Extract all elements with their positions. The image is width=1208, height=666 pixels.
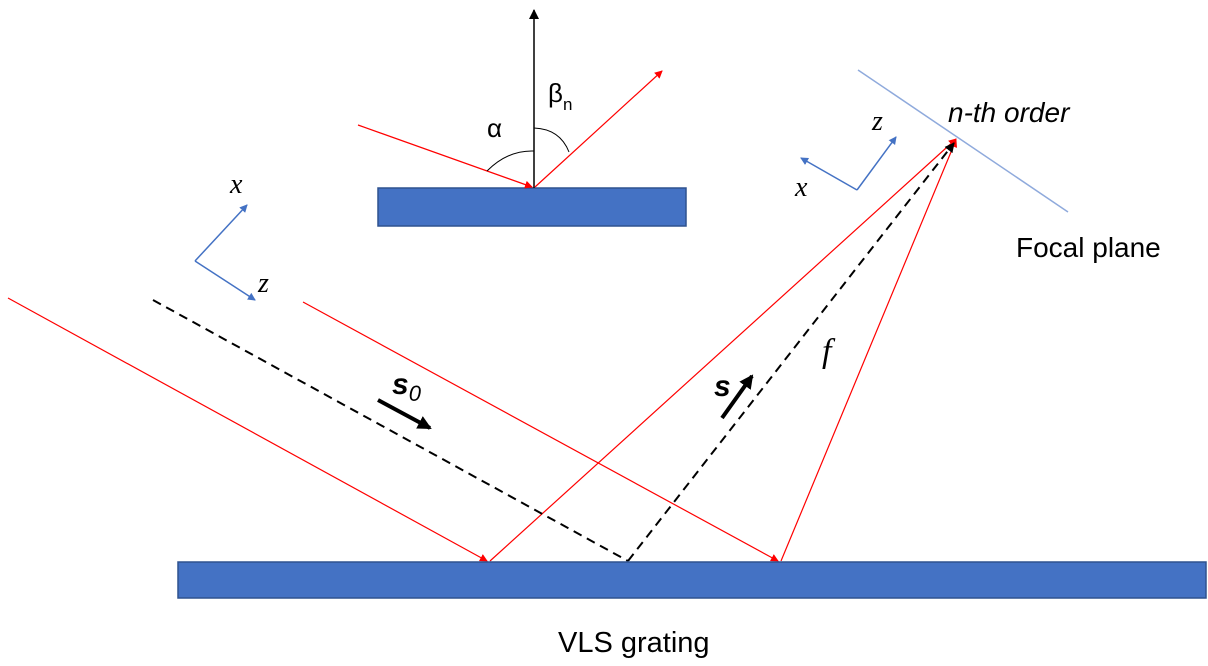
incident-ray-left [7,297,488,562]
diffracted-ray-right [780,139,958,562]
vector-labels: s0 s f [377,333,836,430]
inset-grating [377,187,687,227]
inset-diffracted-ray [534,70,663,188]
diffracted-ray-left [489,138,957,562]
beta-label: βn [548,78,572,114]
focal-plane: n-th order Focal plane [857,69,1161,263]
output-z-axis [856,136,897,191]
s-arrow-icon [720,374,754,420]
alpha-angle-arc [486,150,535,172]
incident-ray-right [302,301,779,562]
chief-ray-diffracted [627,142,955,562]
beta-angle-arc [533,127,570,153]
focal-length-label: f [822,333,836,370]
input-x-axis [194,204,248,262]
s-label: s [714,370,731,403]
vls-grating: VLS grating [177,561,1207,659]
main-rays [7,138,958,562]
inset-geometry: α βn [357,9,687,227]
output-x-label: x [794,172,808,203]
focal-plane-line [857,69,1069,213]
focal-plane-label: Focal plane [1016,232,1161,263]
input-z-axis [194,260,256,301]
grating-label: VLS grating [558,627,710,659]
input-x-label: x [229,169,243,200]
s0-arrow-icon [377,398,432,430]
grating-bar [177,561,1207,599]
inset-incident-ray [357,124,533,189]
beta-subscript: n [563,95,572,114]
input-z-label: z [257,268,269,299]
input-axes: x z [194,169,269,301]
output-axes: x z [794,106,897,203]
s0-subscript: 0 [409,381,422,406]
output-x-axis [800,157,858,191]
alpha-label: α [487,113,502,143]
order-label: n-th order [948,97,1071,128]
output-z-label: z [871,106,883,137]
chief-ray-incident [152,299,629,562]
s0-label: s0 [392,368,422,406]
